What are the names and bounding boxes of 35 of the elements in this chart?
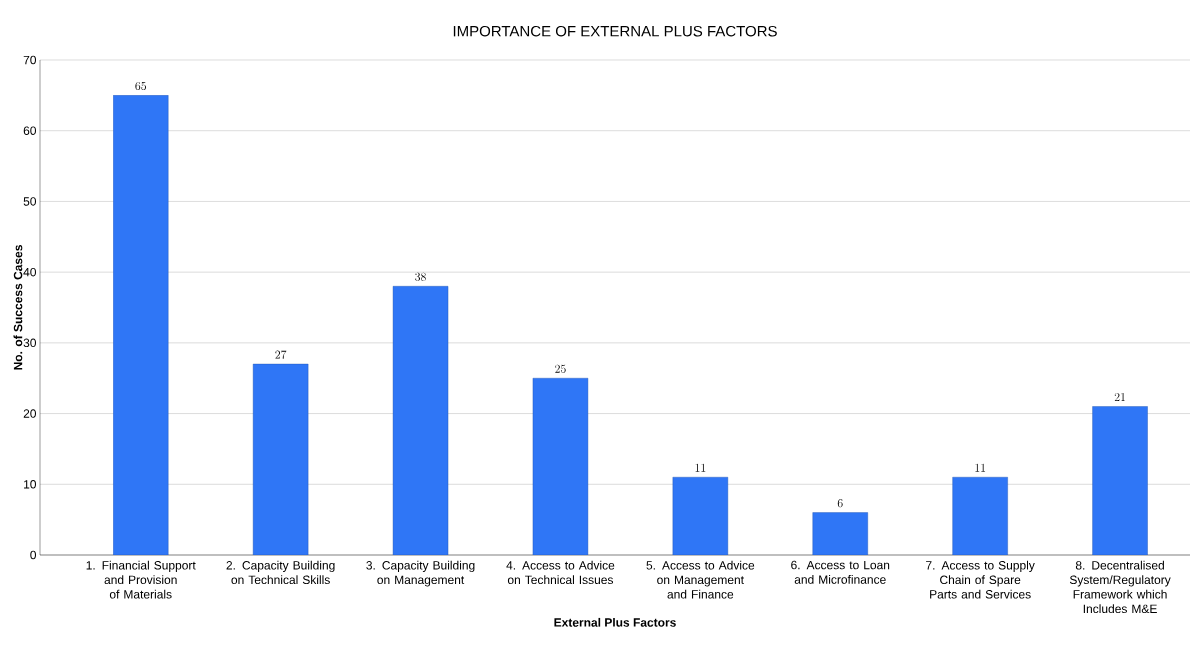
bar <box>672 477 729 555</box>
data-label: 65 <box>135 81 146 91</box>
y-tick-label: 60 <box>23 126 37 135</box>
data-label: 21 <box>1114 393 1125 401</box>
data-label: 38 <box>415 272 426 282</box>
data-label: 11 <box>975 463 986 472</box>
data-label: 11 <box>695 463 706 472</box>
bar <box>812 512 868 555</box>
x-tick-label: 7. Access to Supply Chain of Spare Parts and Services <box>926 560 1035 599</box>
data-label: 6 <box>837 499 843 508</box>
bar <box>252 363 309 555</box>
chart-title: IMPORTANCE OF EXTERNAL PLUS FACTORS <box>453 25 777 37</box>
y-axis-title: No. of Success Cases <box>13 245 23 370</box>
y-tick-label: 10 <box>24 480 37 489</box>
y-tick-label: 40 <box>23 267 37 277</box>
y-tick-label: 20 <box>23 409 37 418</box>
y-tick-label: 70 <box>23 55 37 65</box>
y-tick-label: 50 <box>23 197 37 206</box>
bar <box>532 378 589 555</box>
data-label: 25 <box>555 364 566 373</box>
x-tick-label: 1. Financial Support and Provision of Materials <box>86 560 196 599</box>
y-tick-label: 30 <box>23 338 37 348</box>
bar <box>952 477 1008 555</box>
x-tick-label: 3. Capacity Building on Management <box>366 560 475 587</box>
bar <box>113 95 169 555</box>
data-label: 27 <box>275 350 287 359</box>
x-tick-label: 8. Decentralised System/Regulatory Framework which Includes M&E <box>1069 560 1171 614</box>
x-tick-label: 6. Access to Loan and Microfinance <box>791 560 890 584</box>
x-axis-title: External Plus Factors <box>554 617 676 627</box>
bar <box>1092 406 1148 555</box>
bar <box>392 286 449 555</box>
x-tick-label: 5. Access to Advice on Management and Finance <box>646 560 755 599</box>
x-tick-label: 2. Capacity Building on Technical Skills <box>226 560 335 585</box>
y-tick-label: 0 <box>30 550 37 560</box>
x-tick-label: 4. Access to Advice on Technical Issues <box>506 560 615 585</box>
